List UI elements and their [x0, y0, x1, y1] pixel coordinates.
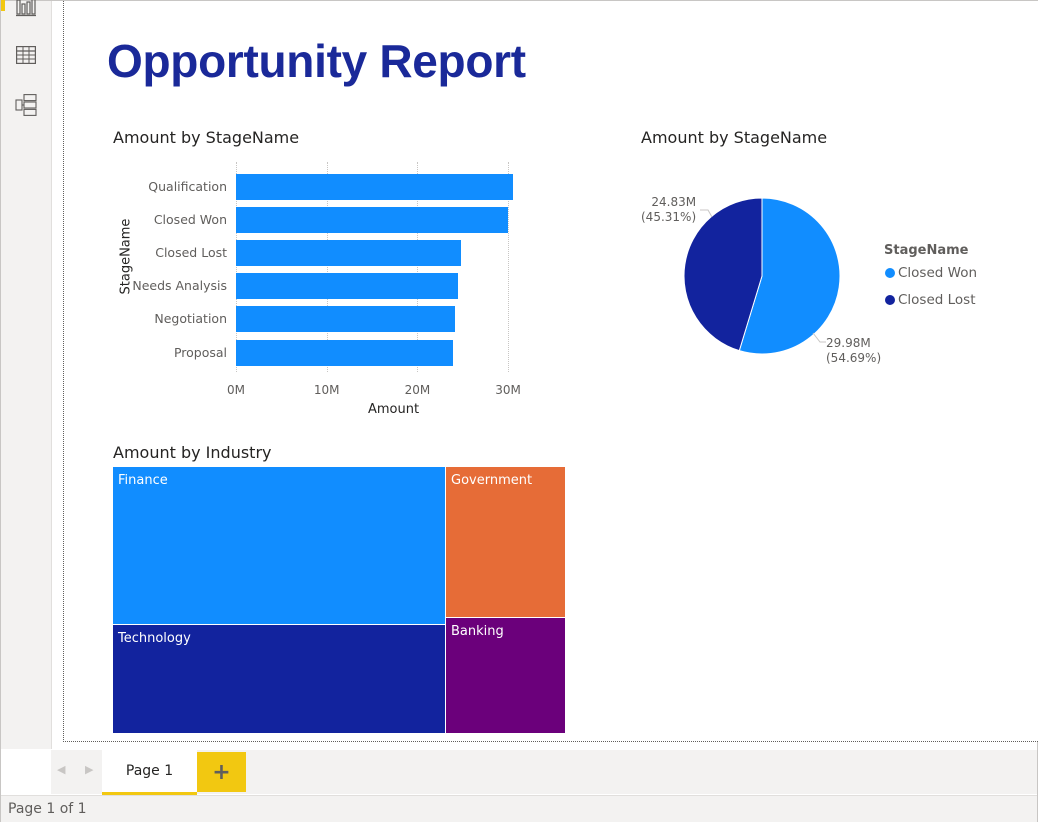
- status-bar: Page 1 of 1: [1, 795, 1037, 822]
- bar-category-label: Negotiation: [154, 311, 227, 327]
- pie-label-closed-won: 29.98M (54.69%): [826, 336, 881, 366]
- bar-qualification[interactable]: [236, 174, 513, 200]
- bar-category-label: Proposal: [173, 344, 227, 360]
- bar-x-tick-label: 30M: [495, 383, 521, 397]
- treemap-tile-banking[interactable]: Banking: [445, 617, 566, 734]
- pie-label-closed-lost-value: 24.83M: [651, 195, 697, 209]
- bar-needs-analysis[interactable]: [236, 273, 459, 300]
- pie-legend-item-closed-won[interactable]: Closed Won: [885, 265, 977, 281]
- model-diagram-icon: [15, 94, 37, 116]
- bar-category-label: Qualification: [148, 179, 227, 194]
- bar-chart-icon: [16, 0, 36, 17]
- bar-gridline: [236, 162, 237, 372]
- plus-icon: +: [212, 759, 231, 785]
- pie-chart-title: Amount by StageName: [641, 128, 828, 147]
- pie-chart-svg: [683, 197, 841, 355]
- treemap-title: Amount by Industry: [113, 443, 272, 462]
- bar-negotiation[interactable]: [236, 306, 456, 333]
- bar-closed-won[interactable]: [236, 207, 508, 234]
- next-page-arrow-icon[interactable]: ▶: [85, 763, 94, 776]
- bar-x-tick-label: 10M: [313, 383, 340, 397]
- report-title: Opportunity Report: [107, 35, 526, 87]
- pie-label-closed-won-pct: (54.69%): [826, 351, 882, 365]
- treemap-tile-government[interactable]: Government: [445, 466, 566, 619]
- bar-x-tick-label: 0M: [227, 383, 245, 397]
- tile-label: Banking: [451, 624, 504, 639]
- page-tab-label: Page 1: [125, 763, 174, 779]
- bar-chart-title: Amount by StageName: [113, 128, 300, 147]
- legend-dot-icon: [885, 268, 895, 278]
- bar-category-label: Closed Lost: [155, 245, 227, 261]
- legend-label: Closed Won: [898, 265, 978, 281]
- legend-dot-icon: [885, 295, 895, 305]
- previous-page-arrow-icon[interactable]: ◀: [57, 763, 66, 776]
- legend-label: Closed Lost: [898, 292, 976, 308]
- tile-label: Finance: [118, 473, 168, 488]
- pie-label-closed-lost: 24.83M (45.31%): [641, 195, 696, 225]
- add-page-button[interactable]: +: [197, 752, 246, 792]
- pie-label-closed-won-value: 29.98M: [826, 336, 871, 350]
- pie-legend-item-closed-lost[interactable]: Closed Lost: [885, 292, 976, 308]
- page-count-status: Page 1 of 1: [8, 801, 87, 817]
- pie-leader-line: [700, 209, 713, 218]
- pie-label-closed-lost-pct: (45.31%): [641, 210, 697, 224]
- treemap-tile-technology[interactable]: Technology: [112, 624, 446, 734]
- tile-label: Technology: [118, 631, 191, 646]
- data-view-button[interactable]: [1, 35, 51, 75]
- treemap-tile-finance[interactable]: Finance: [112, 466, 446, 626]
- bar-y-axis-title: StageName: [118, 218, 134, 295]
- page-tab-strip: ◀ ▶ Page 1 +: [51, 750, 1037, 795]
- bar-gridline: [508, 162, 510, 372]
- bar-gridline: [417, 162, 419, 372]
- report-view-button[interactable]: [1, 0, 51, 27]
- bar-x-axis-title: Amount: [368, 402, 420, 417]
- bar-category-label: Closed Won: [153, 212, 227, 228]
- bar-gridline: [326, 162, 328, 372]
- bar-x-tick-label: 20M: [404, 383, 431, 397]
- pie-slice-closed-lost[interactable]: [683, 197, 763, 352]
- pie-slice-closed-won[interactable]: [738, 197, 841, 355]
- view-rail: [1, 0, 52, 749]
- model-view-button[interactable]: [1, 85, 51, 125]
- bar-closed-lost[interactable]: [236, 240, 462, 267]
- pie-leader-line: [812, 332, 826, 343]
- bar-proposal[interactable]: [236, 339, 453, 366]
- table-grid-icon: [16, 46, 36, 64]
- page-tab-page-1[interactable]: Page 1: [102, 750, 197, 795]
- tile-label: Government: [451, 473, 533, 488]
- bar-category-label: Needs Analysis: [132, 278, 227, 294]
- pie-legend-title: StageName: [884, 243, 969, 258]
